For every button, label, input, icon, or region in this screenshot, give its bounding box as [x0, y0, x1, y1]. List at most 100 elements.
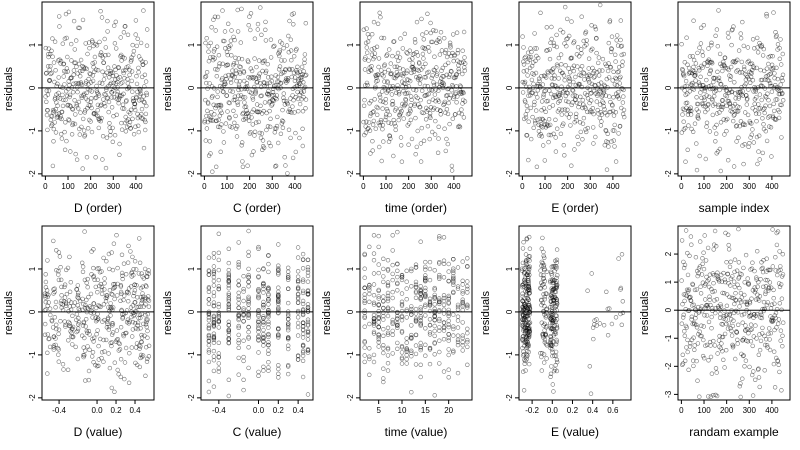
data-point: [767, 280, 773, 285]
data-point: [206, 101, 211, 106]
data-point: [300, 277, 306, 282]
data-point: [254, 80, 259, 85]
data-point: [235, 102, 241, 108]
data-point: [305, 270, 311, 275]
data-point: [287, 18, 292, 24]
data-point: [286, 269, 291, 274]
data-point: [698, 90, 703, 95]
data-point: [455, 318, 461, 323]
data-point: [520, 299, 526, 304]
data-point: [753, 89, 758, 94]
data-point: [591, 75, 597, 80]
data-point: [236, 283, 241, 288]
data-point: [714, 297, 720, 302]
data-point: [376, 344, 381, 349]
data-point: [282, 155, 287, 160]
data-point: [87, 71, 92, 76]
data-point: [437, 272, 442, 278]
data-point: [236, 372, 241, 377]
data-point: [75, 356, 81, 362]
data-point: [102, 287, 107, 292]
data-point: [45, 64, 51, 69]
data-point: [119, 127, 125, 132]
data-point: [521, 69, 526, 74]
data-point: [73, 38, 79, 43]
data-point: [232, 120, 237, 126]
data-point: [443, 148, 448, 154]
data-point: [777, 249, 782, 254]
data-point: [216, 250, 222, 256]
y-tick-label: -3: [664, 390, 673, 398]
data-point: [612, 144, 617, 149]
data-point: [600, 93, 605, 98]
data-point: [144, 92, 150, 98]
data-point: [76, 320, 82, 325]
data-point: [212, 14, 218, 19]
data-point: [47, 78, 52, 84]
data-point: [394, 54, 399, 60]
data-point: [459, 111, 464, 117]
data-point: [52, 120, 57, 125]
data-point: [45, 294, 50, 300]
data-point: [376, 303, 381, 308]
data-point: [560, 30, 566, 35]
data-point: [762, 333, 767, 339]
data-point: [519, 323, 525, 328]
data-point: [305, 288, 311, 293]
data-point: [682, 125, 688, 131]
data-point: [737, 285, 742, 291]
data-point: [285, 78, 291, 83]
data-point: [538, 272, 544, 278]
data-point: [256, 373, 261, 378]
data-point: [421, 37, 426, 42]
data-point: [441, 337, 447, 342]
data-point: [236, 265, 241, 270]
data-point: [592, 24, 598, 29]
data-point: [465, 344, 470, 350]
data-point: [583, 106, 588, 111]
data-point: [42, 332, 48, 337]
data-point: [261, 299, 266, 305]
data-point: [554, 313, 559, 319]
data-point: [64, 291, 70, 297]
data-point: [720, 349, 725, 354]
points: [202, 5, 309, 176]
data-point: [70, 106, 75, 112]
data-point: [547, 47, 552, 52]
data-point: [769, 154, 774, 159]
data-point: [618, 37, 623, 43]
data-point: [544, 323, 550, 329]
data-point: [461, 90, 466, 96]
data-point: [382, 62, 387, 67]
data-point: [548, 132, 554, 138]
data-point: [404, 346, 409, 352]
data-point: [437, 234, 442, 239]
data-point: [408, 108, 413, 114]
data-point: [418, 322, 423, 327]
data-point: [362, 340, 367, 345]
data-point: [427, 347, 433, 352]
data-point: [736, 96, 741, 101]
data-point: [256, 329, 261, 334]
data-point: [716, 338, 722, 343]
y-tick-label: -1: [664, 334, 673, 342]
data-point: [143, 295, 148, 300]
data-point: [263, 70, 268, 76]
data-point: [762, 86, 768, 91]
data-point: [446, 296, 451, 302]
data-point: [445, 92, 450, 98]
data-point: [760, 53, 766, 58]
data-point: [387, 112, 392, 118]
data-point: [763, 291, 768, 297]
data-point: [541, 335, 546, 340]
data-point: [717, 87, 722, 93]
data-point: [217, 61, 222, 66]
data-point: [246, 266, 251, 272]
data-point: [531, 102, 537, 108]
data-point: [120, 276, 125, 282]
data-point: [414, 144, 419, 150]
data-point: [547, 105, 552, 110]
data-point: [104, 259, 109, 264]
data-point: [544, 269, 549, 274]
data-point: [448, 45, 453, 50]
